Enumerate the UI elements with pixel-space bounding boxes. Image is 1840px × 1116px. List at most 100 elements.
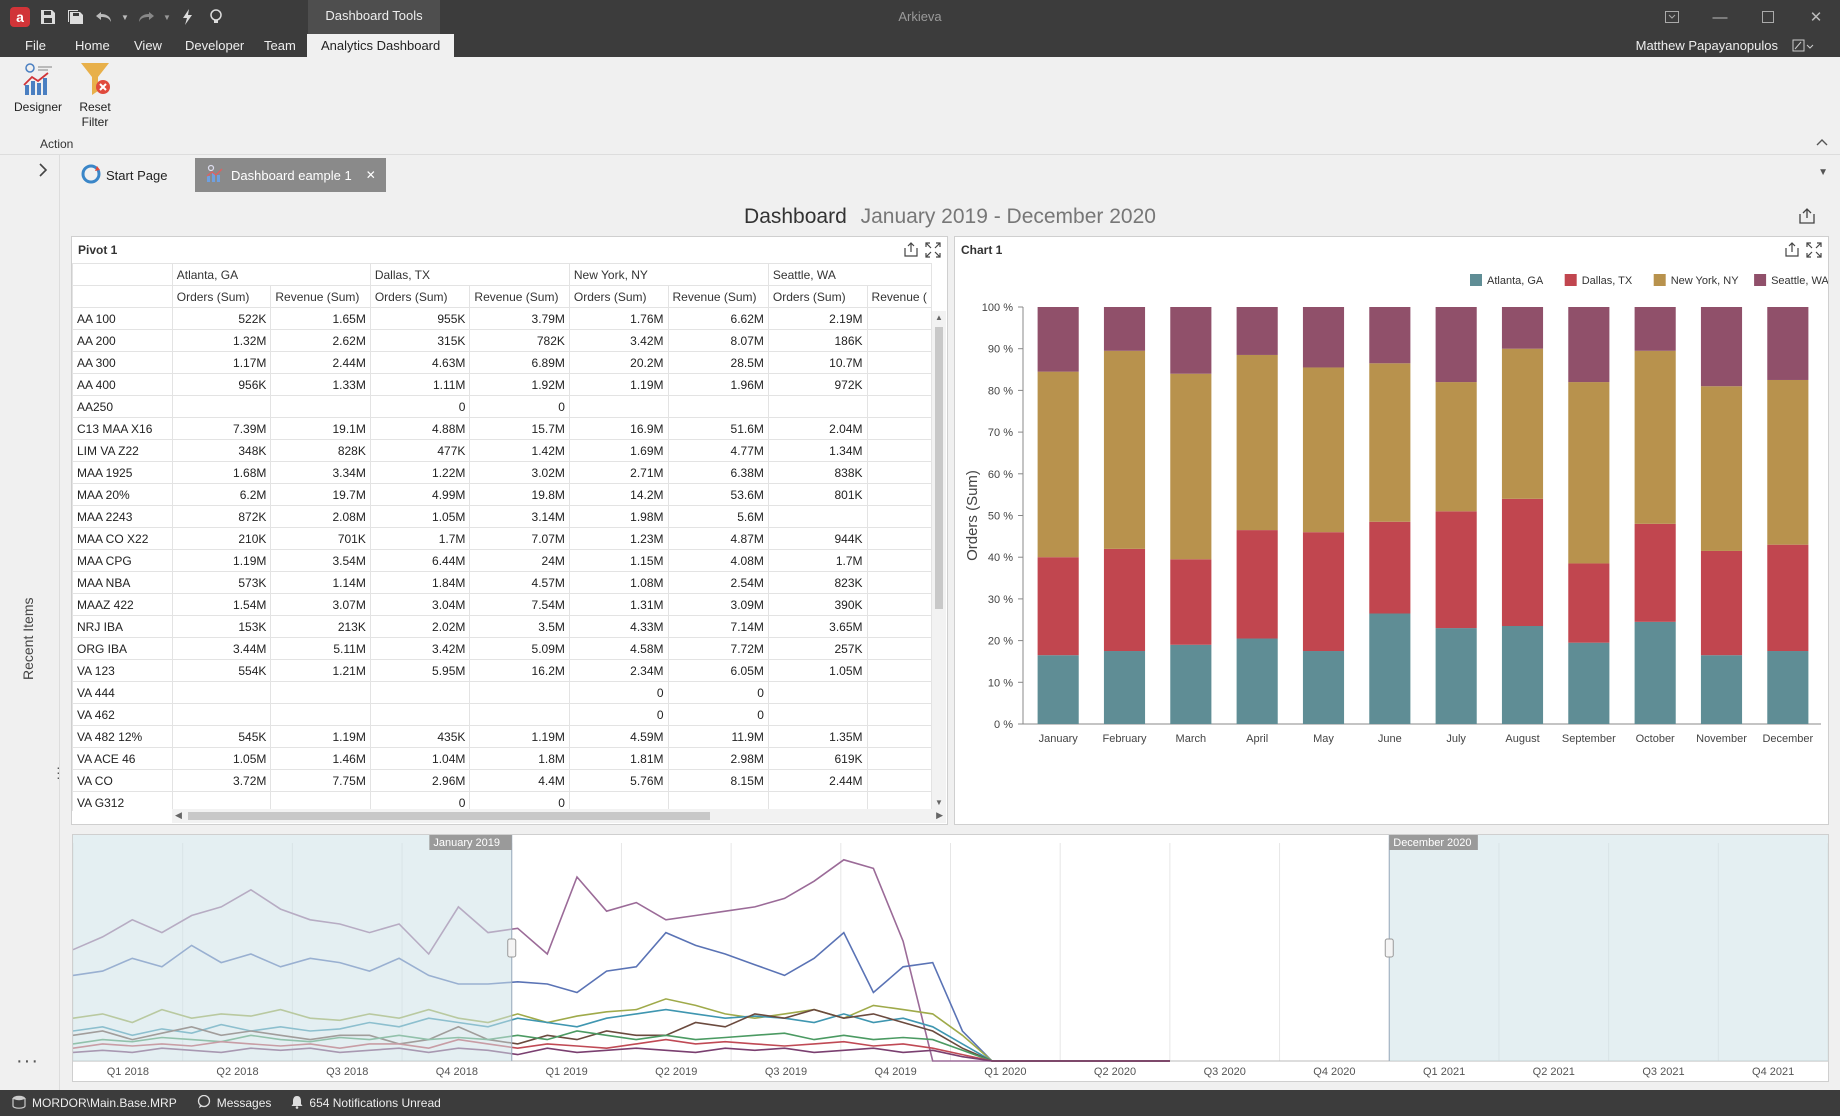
pivot-cell[interactable]: 20.2M — [568, 351, 669, 374]
pivot-cell[interactable] — [866, 527, 932, 550]
pivot-cell[interactable]: 1.96M — [667, 373, 769, 396]
pivot-cell[interactable]: 2.98M — [667, 747, 769, 770]
connection-status[interactable]: MORDOR\Main.Base.MRP — [12, 1095, 177, 1112]
bar-segment[interactable] — [1501, 626, 1544, 724]
table-row[interactable]: MAA 2243 872K 2.08M 1.05M 3.14M 1.98M 5.6M — [72, 505, 932, 528]
pivot-cell[interactable]: 1.14M — [270, 571, 371, 594]
pivot-cell[interactable]: 1.33M — [270, 373, 371, 396]
pivot-cell[interactable]: 1.05M — [369, 505, 471, 528]
stacked-bar-chart[interactable]: Atlanta, GA Dallas, TX New York, NY Seattle… — [955, 262, 1828, 824]
pivot-cell[interactable]: 4.63M — [369, 351, 471, 374]
bar-segment[interactable] — [1568, 382, 1610, 564]
pivot-cell[interactable]: 3.54M — [270, 549, 371, 572]
pivot-cell[interactable] — [469, 703, 570, 726]
table-row[interactable]: AA 200 1.32M 2.62M 315K 782K 3.42M 8.07M 186K — [72, 329, 932, 352]
pivot-cell[interactable]: 3.72M — [171, 769, 272, 792]
pivot-cell[interactable] — [866, 593, 932, 616]
redo-icon[interactable] — [134, 5, 158, 29]
pivot-cell[interactable]: 972K — [767, 373, 868, 396]
pivot-cell[interactable]: 1.92M — [469, 373, 570, 396]
pivot-cell[interactable]: 1.81M — [568, 747, 669, 770]
pivot-row-label[interactable]: VA 444 — [72, 681, 173, 704]
pivot-cell[interactable]: 1.08M — [568, 571, 669, 594]
pivot-cell[interactable]: 3.07M — [270, 593, 371, 616]
pivot-cell[interactable]: 1.54M — [171, 593, 272, 616]
bar-segment[interactable] — [1369, 363, 1411, 522]
redo-dropdown-icon[interactable]: ▼ — [163, 12, 171, 22]
bar-segment[interactable] — [1103, 548, 1146, 652]
bar-segment[interactable] — [1568, 563, 1610, 643]
pivot-cell[interactable] — [866, 659, 932, 682]
pivot-cell[interactable]: 6.38M — [667, 461, 769, 484]
tab-list-dropdown-icon[interactable]: ▼ — [1818, 167, 1828, 178]
undo-icon[interactable] — [92, 5, 116, 29]
pivot-row-label[interactable]: AA 300 — [72, 351, 173, 374]
bar-segment[interactable] — [1236, 354, 1278, 531]
pivot-cell[interactable]: 3.79M — [469, 307, 570, 330]
pivot-cell[interactable]: 1.32M — [171, 329, 272, 352]
pivot-cell[interactable] — [270, 681, 371, 704]
pivot-measure-header[interactable]: Revenue (Sum) — [667, 285, 769, 308]
undo-dropdown-icon[interactable]: ▼ — [121, 12, 129, 22]
bar-segment[interactable] — [1170, 307, 1212, 374]
pivot-cell[interactable] — [767, 395, 868, 418]
pivot-cell[interactable] — [469, 681, 570, 704]
bar-segment[interactable] — [1369, 521, 1411, 614]
scroll-left-icon[interactable]: ◀ — [175, 810, 182, 820]
pivot-cell[interactable]: 1.69M — [568, 439, 669, 462]
pivot-cell[interactable]: 0 — [667, 681, 769, 704]
notifications-status[interactable]: 654 Notifications Unread — [291, 1095, 441, 1112]
pivot-cell[interactable]: 1.19M — [171, 549, 272, 572]
table-row[interactable]: MAA 1925 1.68M 3.34M 1.22M 3.02M 2.71M 6.38M 83… — [72, 461, 932, 484]
messages-status[interactable]: Messages — [197, 1094, 271, 1112]
pivot-row-label[interactable]: MAA 2243 — [72, 505, 173, 528]
pivot-cell[interactable]: 2.34M — [568, 659, 669, 682]
pivot-cell[interactable]: 0 — [469, 791, 570, 811]
pivot-cell[interactable]: 1.76M — [568, 307, 669, 330]
pivot-cell[interactable] — [369, 681, 471, 704]
bar-segment[interactable] — [1302, 307, 1345, 368]
maximize-icon[interactable] — [1744, 0, 1792, 34]
pivot-cell[interactable]: 1.19M — [568, 373, 669, 396]
pivot-cell[interactable]: 7.72M — [667, 637, 769, 660]
pivot-cell[interactable]: 11.9M — [667, 725, 769, 748]
pivot-cell[interactable]: 522K — [171, 307, 272, 330]
pivot-cell[interactable]: 348K — [171, 439, 272, 462]
pivot-cell[interactable] — [270, 791, 371, 811]
pivot-row-label[interactable]: AA 200 — [72, 329, 173, 352]
pivot-cell[interactable] — [369, 703, 471, 726]
pivot-cell[interactable] — [667, 395, 769, 418]
pivot-cell[interactable]: 435K — [369, 725, 471, 748]
pivot-cell[interactable] — [866, 439, 932, 462]
pivot-row-label[interactable]: VA ACE 46 — [72, 747, 173, 770]
menu-analytics-dashboard[interactable]: Analytics Dashboard — [307, 34, 455, 57]
pivot-cell[interactable]: 19.7M — [270, 483, 371, 506]
expand-rail-icon[interactable] — [38, 163, 48, 182]
ribbon-display-options-icon[interactable] — [1648, 0, 1696, 34]
pivot-cell[interactable]: 1.21M — [270, 659, 371, 682]
pivot-cell[interactable]: 1.31M — [568, 593, 669, 616]
pivot-cell[interactable]: 944K — [767, 527, 868, 550]
pivot-cell[interactable]: 823K — [767, 571, 868, 594]
pivot-cell[interactable]: 257K — [767, 637, 868, 660]
range-start-handle[interactable] — [507, 938, 517, 958]
pivot-cell[interactable]: 838K — [767, 461, 868, 484]
pivot-cell[interactable]: 0 — [369, 395, 471, 418]
bar-segment[interactable] — [1568, 307, 1610, 383]
collapse-ribbon-icon[interactable] — [1816, 135, 1828, 149]
pivot-cell[interactable]: 7.14M — [667, 615, 769, 638]
bar-segment[interactable] — [1634, 523, 1676, 622]
chart-export-icon[interactable] — [1784, 242, 1800, 261]
pivot-cell[interactable]: 51.6M — [667, 417, 769, 440]
legend-item[interactable]: Seattle, WA — [1754, 274, 1828, 287]
pivot-cell[interactable]: 6.89M — [469, 351, 570, 374]
bar-segment[interactable] — [1170, 373, 1212, 560]
pivot-cell[interactable]: 210K — [171, 527, 272, 550]
pivot-cell[interactable] — [866, 351, 932, 374]
menu-home[interactable]: Home — [75, 38, 110, 53]
pivot-row-label[interactable]: VA G312 — [72, 791, 173, 811]
pivot-cell[interactable]: 1.7M — [767, 549, 868, 572]
pivot-cell[interactable]: 1.17M — [171, 351, 272, 374]
pivot-cell[interactable]: 1.11M — [369, 373, 471, 396]
pivot-cell[interactable]: 153K — [171, 615, 272, 638]
